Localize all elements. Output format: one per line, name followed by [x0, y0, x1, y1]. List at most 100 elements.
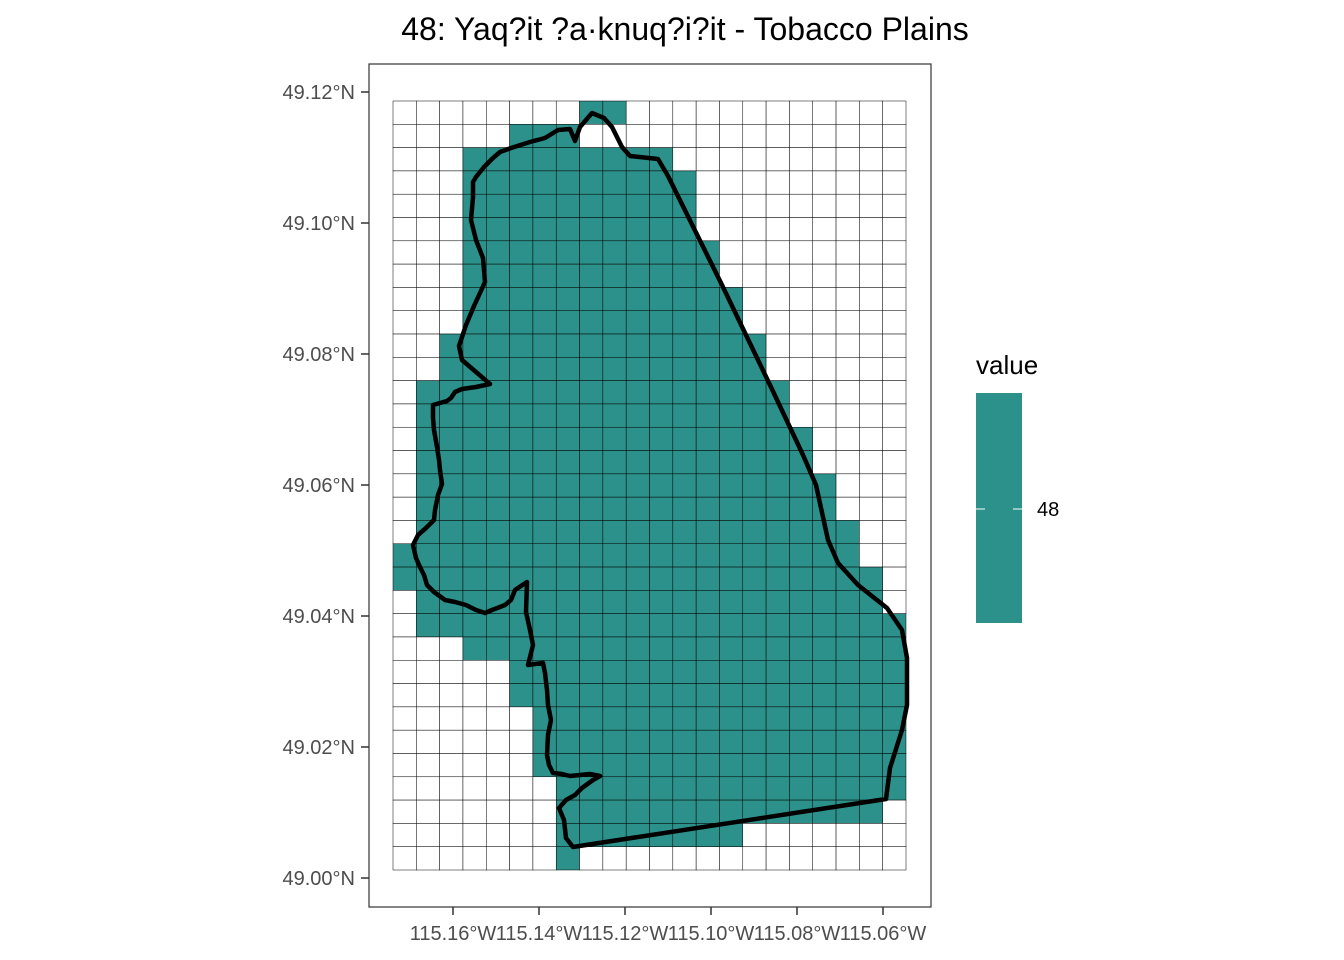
raster-cell-filled [579, 729, 604, 754]
raster-cell-filled [579, 193, 604, 218]
raster-cell-filled [579, 543, 604, 568]
raster-cell-empty [719, 217, 744, 242]
raster-cell-filled [812, 729, 837, 754]
raster-cell-filled [555, 426, 580, 451]
raster-cell-filled [742, 520, 767, 545]
raster-cell-filled [672, 753, 697, 778]
raster-cell-empty [486, 706, 510, 731]
raster-cell-empty [672, 100, 697, 125]
raster-cell-empty [835, 287, 860, 311]
raster-cell-filled [579, 683, 604, 708]
raster-cell-filled [765, 729, 790, 754]
raster-cell-filled [462, 473, 487, 498]
raster-cell-filled [602, 566, 627, 591]
raster-cell-empty [789, 170, 813, 195]
raster-cell-empty [882, 543, 907, 568]
raster-cell-filled [719, 380, 744, 405]
raster-cell-empty [439, 287, 464, 311]
raster-cell-empty [392, 729, 417, 754]
raster-cell-filled [555, 543, 580, 568]
raster-cell-empty [439, 100, 464, 125]
raster-cell-empty [509, 846, 534, 871]
raster-cell-empty [812, 287, 837, 311]
raster-cell-empty [486, 776, 510, 801]
x-tick-label: 115.06°W [840, 923, 927, 945]
raster-cell-empty [392, 124, 417, 148]
raster-cell-empty [812, 240, 837, 265]
raster-cell-filled [672, 310, 697, 335]
raster-cell-filled [416, 403, 440, 428]
raster-cell-empty [392, 473, 417, 498]
raster-cell-empty [812, 823, 837, 847]
raster-cell-empty [392, 590, 417, 614]
raster-cell-filled [765, 799, 790, 824]
raster-cell-empty [835, 357, 860, 381]
raster-cell-filled [416, 380, 440, 405]
raster-cell-filled [789, 706, 813, 731]
raster-cell-filled [672, 613, 697, 638]
raster-cell-filled [602, 496, 627, 521]
raster-cell-filled [509, 287, 534, 311]
raster-cell-empty [416, 333, 440, 358]
raster-cell-filled [812, 566, 837, 591]
legend-title: value [976, 350, 1038, 380]
raster-cell-filled [462, 403, 487, 428]
raster-cell-filled [602, 753, 627, 778]
raster-cell-filled [532, 217, 557, 242]
raster-cell-filled [625, 543, 650, 568]
raster-cell-empty [509, 823, 534, 847]
raster-cell-filled [859, 636, 883, 661]
raster-cell-empty [416, 636, 440, 661]
raster-cell-empty [742, 263, 767, 288]
raster-cell-empty [532, 823, 557, 847]
raster-cell-empty [532, 799, 557, 824]
raster-cell-filled [672, 333, 697, 358]
raster-cell-filled [742, 473, 767, 498]
raster-cell-filled [765, 496, 790, 521]
raster-cell-filled [579, 496, 604, 521]
raster-cell-empty [416, 753, 440, 778]
raster-cell-filled [579, 590, 604, 614]
raster-cell-filled [625, 403, 650, 428]
raster-cell-filled [462, 496, 487, 521]
raster-cell-empty [486, 100, 510, 125]
raster-cell-filled [859, 706, 883, 731]
raster-cell-empty [882, 846, 907, 871]
y-tick-label: 49.04°N [283, 606, 356, 628]
raster-cell-filled [695, 333, 720, 358]
raster-cell-empty [765, 124, 790, 148]
raster-cell-empty [765, 823, 790, 847]
raster-cell-empty [439, 823, 464, 847]
raster-cell-filled [765, 450, 790, 475]
raster-cell-empty [812, 170, 837, 195]
raster-cell-empty [392, 170, 417, 195]
raster-cell-filled [625, 799, 650, 824]
raster-cell-filled [602, 636, 627, 661]
raster-cell-empty [882, 357, 907, 381]
raster-cell-empty [835, 147, 860, 172]
raster-cell-empty [439, 263, 464, 288]
raster-cell-empty [625, 100, 650, 125]
raster-cell-filled [649, 193, 674, 218]
legend-label: 48 [1037, 499, 1059, 521]
raster-cell-empty [859, 846, 883, 871]
raster-cell-filled [672, 287, 697, 311]
raster-cell-empty [439, 636, 464, 661]
raster-cell-filled [532, 496, 557, 521]
raster-cell-empty [509, 706, 534, 731]
raster-cell-filled [555, 613, 580, 638]
raster-cell-empty [462, 683, 487, 708]
raster-cell-filled [719, 823, 744, 847]
raster-cell-filled [532, 426, 557, 451]
raster-cell-filled [532, 520, 557, 545]
raster-cell-empty [859, 193, 883, 218]
raster-cell-empty [835, 100, 860, 125]
raster-cell-filled [486, 310, 510, 335]
raster-cell-filled [649, 729, 674, 754]
raster-cell-filled [602, 450, 627, 475]
raster-cell-filled [579, 636, 604, 661]
raster-cell-empty [392, 496, 417, 521]
raster-cell-empty [649, 124, 674, 148]
raster-cell-filled [625, 473, 650, 498]
raster-cell-empty [672, 846, 697, 871]
